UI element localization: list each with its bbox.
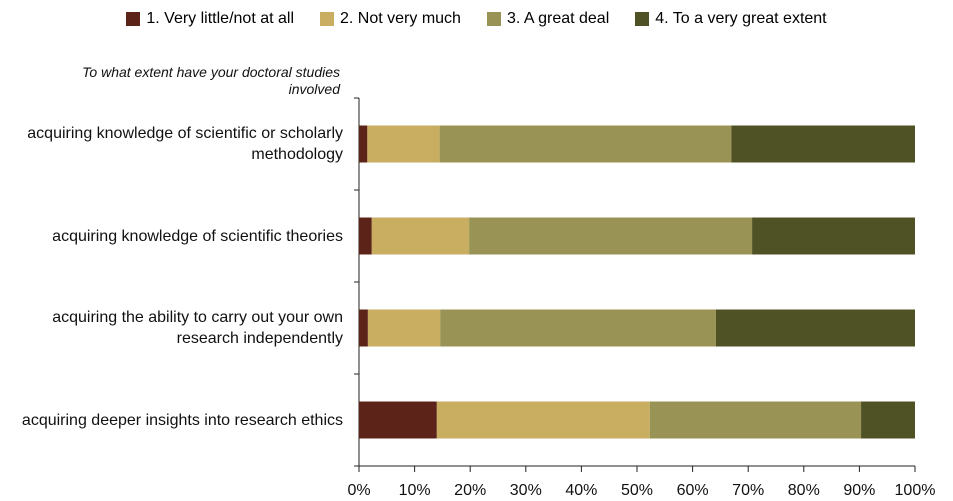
bar-segment	[731, 125, 915, 163]
category-label: acquiring deeper insights into research …	[21, 411, 343, 429]
legend-swatch	[486, 12, 501, 26]
x-tick-label: 30%	[509, 482, 542, 499]
legend-swatch	[635, 12, 650, 26]
category-label: acquiring knowledge of scientific or sch…	[27, 125, 343, 163]
bar-segment	[367, 125, 440, 163]
axis-title: To what extent have your doctoral studie…	[82, 64, 340, 97]
bar-segment	[440, 309, 716, 347]
bar-segment	[367, 309, 441, 347]
legend-item: 3. A great deal	[486, 10, 610, 28]
x-tick-label: 10%	[398, 482, 431, 499]
legend-item: 2. Not very much	[320, 10, 461, 28]
x-tick-label: 0%	[347, 482, 371, 499]
legend-label: 4. To a very great extent	[655, 10, 827, 27]
bar-segment	[436, 401, 650, 439]
x-tick-label: 70%	[732, 482, 765, 499]
bar-segment	[359, 217, 372, 255]
x-tick-label: 20%	[454, 482, 487, 499]
bar-segment	[439, 125, 732, 163]
bar-segment	[649, 401, 862, 439]
x-tick-label: 40%	[565, 482, 598, 499]
legend-label: 1. Very little/not at all	[146, 10, 295, 27]
legend: 1. Very little/not at all 2. Not very muc…	[0, 10, 953, 28]
bar-segment	[469, 217, 753, 255]
x-tick-label: 50%	[620, 482, 654, 499]
bar-segment	[752, 217, 915, 255]
bar-segment	[359, 309, 368, 347]
legend-item: 1. Very little/not at all	[126, 10, 294, 28]
legend-item: 4. To a very great extent	[635, 10, 827, 28]
category-label: acquiring the ability to carry out your …	[52, 309, 343, 347]
legend-swatch	[320, 12, 335, 26]
x-tick-label: 60%	[676, 482, 709, 499]
x-tick-label: 80%	[787, 482, 820, 499]
bar-segment	[861, 401, 915, 439]
x-tick-label: 90%	[843, 482, 876, 499]
legend-swatch	[126, 12, 141, 26]
legend-label: 2. Not very much	[340, 10, 461, 27]
bar-segment	[371, 217, 470, 255]
legend-label: 3. A great deal	[506, 10, 610, 27]
bar-segment	[715, 309, 915, 347]
category-label: acquiring knowledge of scientific theori…	[52, 227, 343, 245]
bar-segment	[359, 125, 368, 163]
x-tick-label: 100%	[894, 482, 936, 499]
bar-segment	[359, 401, 437, 439]
